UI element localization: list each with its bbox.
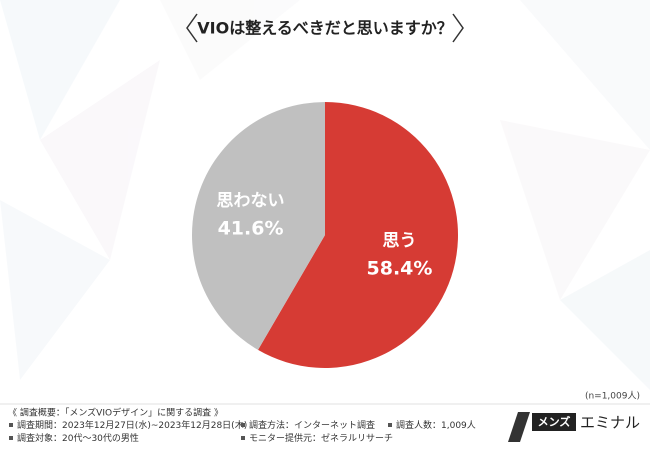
footer-item: モニター提供元：ゼネラルリサーチ	[249, 432, 393, 444]
logo: メンズ エミナル	[508, 412, 640, 442]
bullet	[9, 436, 13, 440]
chart-title: VIOは整えるべきだと思いますか？	[197, 19, 452, 38]
title-bracket	[452, 13, 464, 43]
logo-mark	[508, 412, 530, 442]
pie: 思う 58.4% 思わない 41.6%	[192, 102, 459, 368]
value-label: 41.6%	[218, 217, 284, 239]
slice-label: 思う	[382, 231, 416, 251]
footer-item: 調査期間：2023年12月27日(水)~2023年12月28日(木)	[17, 419, 247, 431]
footer-item: 調査人数：1,009人	[396, 419, 476, 431]
sample-note: (n=1,009人)	[585, 391, 640, 402]
logo-box-text: メンズ	[538, 415, 571, 429]
slice-label: 思わない	[217, 191, 285, 211]
footer-item: 調査対象：20代～30代の男性	[17, 432, 139, 444]
bullet	[241, 436, 245, 440]
bullet	[241, 423, 245, 427]
logo-box	[532, 413, 576, 431]
footer-item: 調査方法：インターネット調査	[249, 419, 375, 431]
pie-slice	[192, 102, 325, 350]
footer-heading: 《 調査概要：「メンズVIOデザイン」に関する調査 》	[8, 407, 223, 419]
value-label: 58.4%	[367, 258, 433, 280]
bullet	[388, 423, 392, 427]
background-pattern	[0, 0, 650, 390]
pie-slice	[258, 102, 459, 368]
bullet	[9, 423, 13, 427]
logo-text: エミナル	[580, 414, 640, 432]
title-bracket	[186, 13, 198, 43]
